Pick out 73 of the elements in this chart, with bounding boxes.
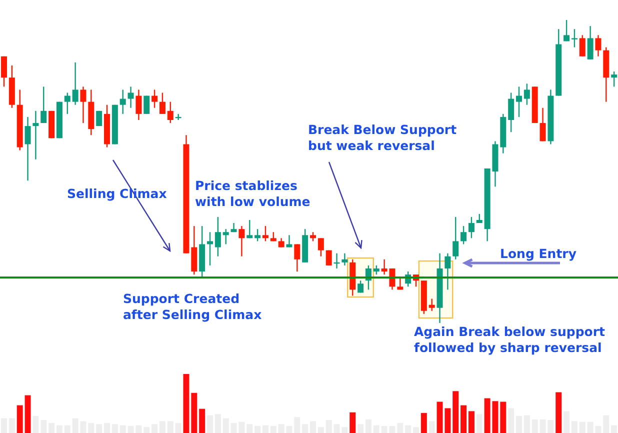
annotation: Support Created after Selling Climax [123,291,262,322]
bar [8,418,15,433]
bar [476,414,482,433]
candlestick [64,92,70,115]
candlestick [579,34,586,57]
candlestick [159,92,166,115]
bar [32,416,39,433]
candlestick [326,250,332,266]
candlestick [80,86,86,124]
candlestick [342,252,348,266]
candlestick [508,92,514,133]
candlestick [397,276,404,290]
candlestick [373,264,380,276]
text: Again Break below support followed by sharp reversal [414,324,606,355]
candlestick [167,101,174,124]
bar [16,405,23,433]
candlestick [207,232,213,266]
candlestick [540,107,546,142]
annotation: Price stablizes with low volume [195,178,310,209]
candlestick [310,232,316,242]
bar [413,427,419,433]
candlestick [136,89,142,121]
candlestick [222,228,229,245]
candlestick [286,234,292,248]
candlestick [254,228,261,242]
bar [556,392,562,433]
candlestick [152,89,158,108]
candlestick [452,216,459,260]
annotation: Break Below Support but weak reversal [308,122,457,153]
bar [191,392,198,433]
candlestick [214,216,221,257]
candlestick [238,225,245,257]
candlestick [32,110,39,160]
candlestick [246,219,253,239]
candlestick [318,238,324,257]
candlestick [144,95,150,115]
bar [24,395,31,433]
candlestick [72,62,78,106]
candlestick [278,238,284,248]
candlestick [587,25,594,60]
bar [199,408,206,433]
bar [428,421,435,433]
candlestick [24,116,31,182]
bar [500,402,506,433]
candlestick [262,225,268,242]
candlestick [524,83,530,106]
candlestick [611,70,618,88]
bar [452,391,459,433]
candlestick [460,225,467,245]
candlestick [595,34,602,57]
bar [564,411,570,433]
candlestick [1,56,7,88]
bar [207,415,213,433]
candlestick [294,244,300,272]
candlestick [468,216,474,239]
bar [350,412,356,433]
candlestick [120,89,126,115]
candlestick [358,280,364,294]
candlestick [428,298,435,312]
bar [183,374,190,433]
bar [468,411,474,433]
candlestick [444,252,451,290]
candlestick [40,86,47,124]
bar [358,424,364,433]
candlestick [571,28,578,48]
candlestick [128,86,134,108]
candlestick [516,86,522,118]
bar [508,408,514,433]
annotation: Long Entry [500,246,576,261]
candlestick [564,20,570,42]
bar [175,422,182,433]
bar [460,405,467,433]
bar [420,412,427,433]
